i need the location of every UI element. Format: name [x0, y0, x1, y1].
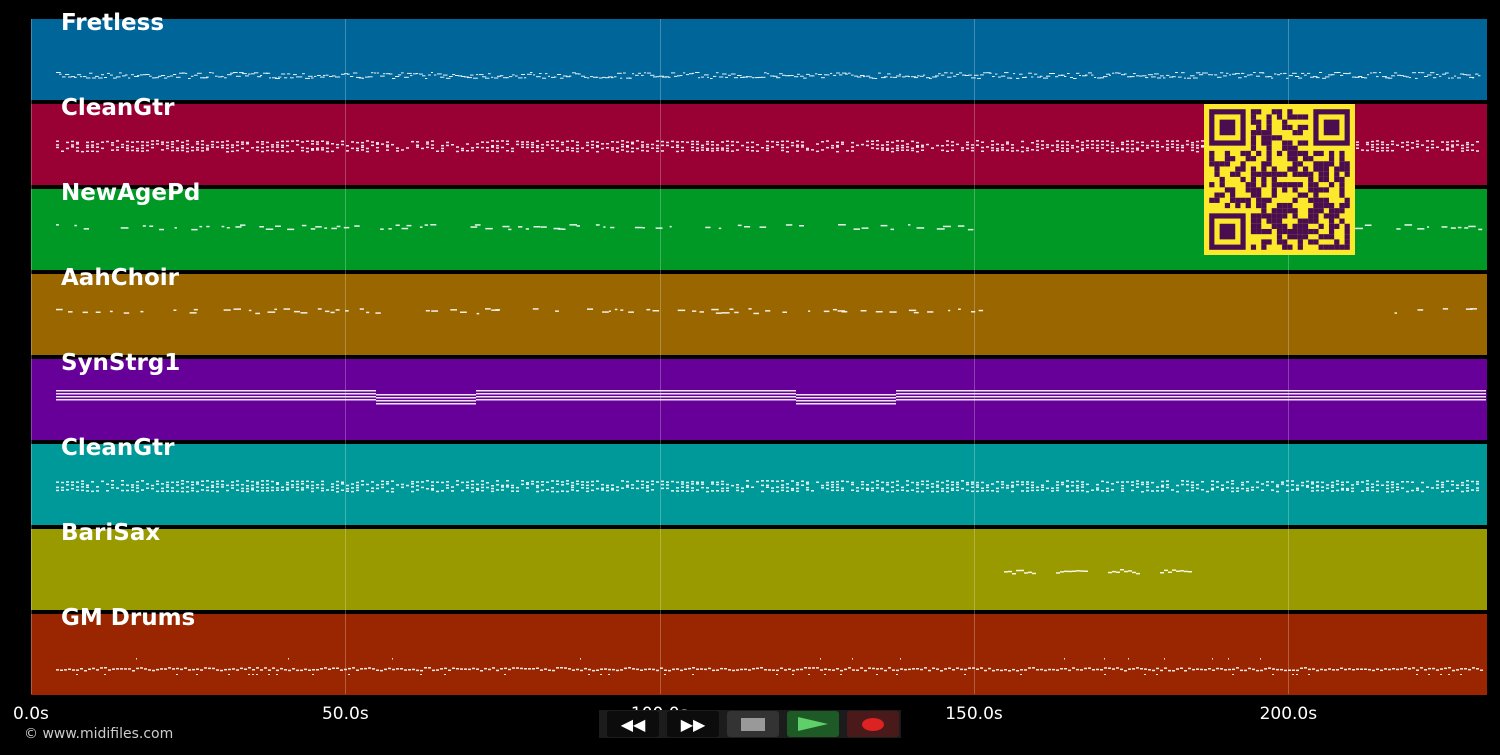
note-lane	[56, 390, 1486, 405]
track-label: NewAgePd	[61, 180, 201, 206]
fast-forward-icon: ▶▶	[680, 714, 706, 734]
fast-forward-button[interactable]: ▶▶	[667, 711, 719, 737]
grid-line	[31, 19, 32, 694]
record-icon	[862, 717, 884, 731]
note-lane	[56, 480, 1479, 493]
note-lane	[56, 658, 1483, 675]
record-button[interactable]	[847, 711, 899, 737]
track-label: GM Drums	[61, 605, 196, 631]
grid-line	[659, 19, 661, 694]
track-5[interactable]: CleanGtr	[31, 435, 1487, 525]
rewind-button[interactable]: ◀◀	[607, 711, 659, 737]
track-label: CleanGtr	[61, 95, 175, 121]
note-lane	[56, 72, 1481, 79]
stop-icon	[741, 717, 765, 731]
play-button[interactable]	[787, 711, 839, 737]
rewind-icon: ◀◀	[620, 714, 646, 734]
time-tick-label: 150.0s	[945, 704, 1003, 724]
track-0[interactable]: Fretless	[31, 10, 1487, 100]
time-tick-label: 50.0s	[321, 704, 369, 724]
time-tick-label: 200.0s	[1259, 704, 1318, 724]
track-label: BariSax	[61, 520, 161, 546]
grid-line	[974, 19, 975, 694]
note-lane	[56, 140, 1479, 153]
track-label: CleanGtr	[61, 435, 175, 461]
track-label: AahChoir	[61, 265, 179, 291]
time-tick-label: 0.0s	[13, 704, 49, 724]
stop-button[interactable]	[727, 711, 779, 737]
note-lane	[56, 224, 1483, 231]
note-lane	[56, 308, 1477, 315]
qr-code	[1204, 104, 1355, 255]
grid-line	[345, 19, 347, 694]
track-6[interactable]: BariSax	[31, 520, 1487, 610]
play-icon	[798, 717, 828, 731]
track-label: SynStrg1	[61, 350, 181, 376]
playback-controls: ◀◀ ▶▶	[599, 710, 901, 738]
copyright-text: © www.midifiles.com	[24, 726, 174, 742]
grid-line	[1288, 19, 1290, 694]
track-7[interactable]: GM Drums	[31, 605, 1487, 695]
note-lane	[1004, 569, 1192, 575]
track-3[interactable]: AahChoir	[31, 265, 1487, 355]
track-label: Fretless	[61, 10, 165, 36]
track-4[interactable]: SynStrg1	[31, 350, 1487, 440]
